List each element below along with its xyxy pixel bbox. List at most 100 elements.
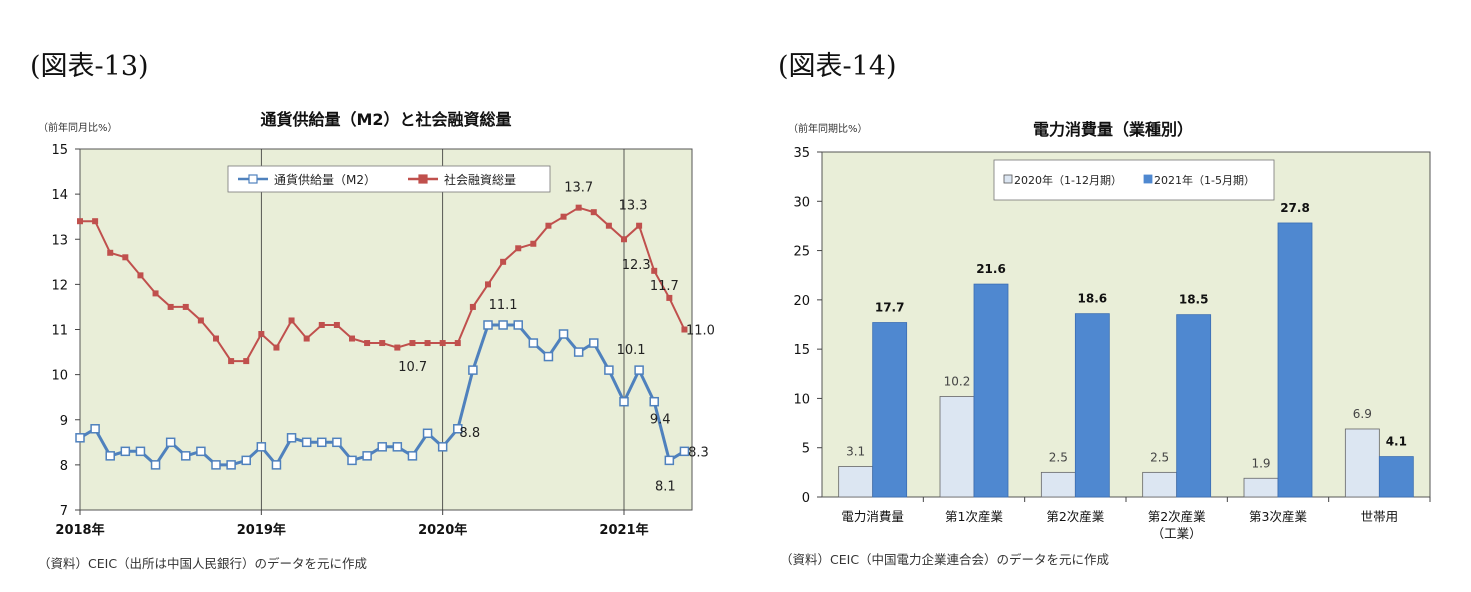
data-annotation: 8.1 <box>655 479 676 494</box>
legend-box <box>993 159 1275 201</box>
bar-2021 <box>1277 222 1313 498</box>
bar-value-label: 3.1 <box>846 444 865 458</box>
m2-data-point <box>528 338 539 348</box>
y-tick-label: 12 <box>51 278 68 293</box>
bar-value-label: 18.5 <box>1179 293 1209 307</box>
m2-data-point <box>271 460 282 470</box>
social-financing-data-point <box>318 321 325 328</box>
social-financing-data-point <box>288 317 295 324</box>
social-financing-data-point <box>107 249 114 256</box>
social-financing-data-point <box>137 272 144 279</box>
social-financing-data-point <box>545 222 552 229</box>
m2-data-point <box>120 446 131 457</box>
bar-value-label: 17.7 <box>875 301 905 315</box>
bar-value-label: 2.5 <box>1049 450 1068 464</box>
social-financing-data-point <box>469 303 476 310</box>
m2-data-point <box>649 396 659 407</box>
bar-2020 <box>838 466 874 498</box>
m2-data-point <box>573 347 584 357</box>
bar-2020 <box>1142 471 1178 498</box>
social-financing-data-point <box>213 335 219 342</box>
m2-data-point <box>362 451 372 461</box>
m2-data-point <box>196 446 206 457</box>
social-financing-data-point <box>530 240 537 247</box>
plot-area <box>79 148 693 511</box>
legend-swatch-marker <box>418 174 428 184</box>
bar-2020 <box>939 396 975 498</box>
social-financing-data-point <box>590 209 597 216</box>
bar-value-label: 18.6 <box>1078 292 1108 306</box>
data-annotation: 8.8 <box>459 426 480 441</box>
m2-data-point <box>513 320 523 330</box>
m2-data-point <box>286 433 297 443</box>
m2-data-point <box>498 320 508 330</box>
m2-data-point <box>468 365 478 375</box>
social-financing-data-point <box>122 254 129 261</box>
social-financing-data-point <box>228 358 235 365</box>
social-financing-data-point <box>636 222 643 229</box>
y-tick-label: 15 <box>51 143 68 158</box>
data-annotation: 11.0 <box>686 324 715 339</box>
x-category-label: 世帯用 <box>1361 509 1399 524</box>
x-tick-label: 2018年 <box>55 522 104 538</box>
y-tick-label: 35 <box>793 146 810 161</box>
x-tick-label: 2019年 <box>237 522 286 538</box>
y-tick-label: 9 <box>60 414 68 429</box>
bar-value-label: 6.9 <box>1353 407 1372 421</box>
social-financing-data-point <box>152 290 159 297</box>
legend-swatch-marker <box>248 174 258 184</box>
y-tick-label: 25 <box>793 245 810 260</box>
y-tick-label: 13 <box>51 233 68 248</box>
social-financing-data-point <box>681 326 688 333</box>
social-financing-data-point <box>243 358 250 365</box>
plot-area <box>821 151 1431 498</box>
m2-data-point <box>75 433 85 443</box>
social-financing-data-point <box>485 281 491 288</box>
bar-2021 <box>973 283 1009 498</box>
data-annotation: 10.7 <box>398 360 427 375</box>
social-financing-data-point <box>651 267 658 274</box>
x-tick-label: 2021年 <box>599 522 648 538</box>
y-tick-label: 10 <box>51 369 68 384</box>
y-unit-label: （前年同月比%） <box>38 121 118 134</box>
social-financing-data-point <box>621 236 627 243</box>
m2-data-point <box>105 451 115 461</box>
figure-14-source: （資料）CEIC（中国電力企業連合会）のデータを元に作成 <box>780 552 1110 567</box>
x-category-label: 第2次産業 <box>1148 509 1206 524</box>
social-financing-data-point <box>560 213 567 220</box>
data-annotation: 13.7 <box>564 181 593 196</box>
bar-value-label: 10.2 <box>944 374 971 388</box>
social-financing-data-point <box>273 344 280 351</box>
bar-2021 <box>1378 456 1414 498</box>
m2-data-point <box>392 442 403 452</box>
social-financing-data-point <box>364 340 371 347</box>
y-tick-label: 0 <box>802 491 810 506</box>
y-tick-label: 20 <box>793 294 810 309</box>
social-financing-data-point <box>666 294 673 301</box>
data-annotation: 11.7 <box>650 279 679 294</box>
x-category-label: 第2次産業 <box>1046 509 1104 524</box>
m2-data-point <box>332 437 342 448</box>
data-annotation: 9.4 <box>650 413 671 428</box>
y-tick-label: 8 <box>60 459 68 474</box>
social-financing-data-point <box>333 321 340 328</box>
m2-data-point <box>664 455 675 466</box>
power-consumption-chart: 電力消費量（業種別） （前年同期比%） 0 5 10 15 20 25 30 35 2020年（1-… <box>788 120 1431 541</box>
social-financing-data-point <box>575 204 582 211</box>
social-financing-data-point <box>409 340 416 347</box>
m2-data-point <box>407 451 418 461</box>
social-financing-data-point <box>424 340 431 347</box>
y-tick-label: 10 <box>793 392 810 407</box>
social-financing-data-point <box>182 303 189 310</box>
social-financing-data-point <box>605 222 612 229</box>
m2-data-point <box>256 442 267 452</box>
social-financing-data-point <box>349 335 355 342</box>
m2-data-point <box>135 446 146 457</box>
figure-13-source: （資料）CEIC（出所は中国人民銀行）のデータを元に作成 <box>38 556 368 571</box>
m2-data-point <box>241 455 251 466</box>
m2-data-point <box>317 437 327 448</box>
data-annotation: 10.1 <box>617 343 646 358</box>
m2-data-point <box>165 437 176 448</box>
legend-label: 2020年（1-12月期） <box>1014 173 1122 187</box>
